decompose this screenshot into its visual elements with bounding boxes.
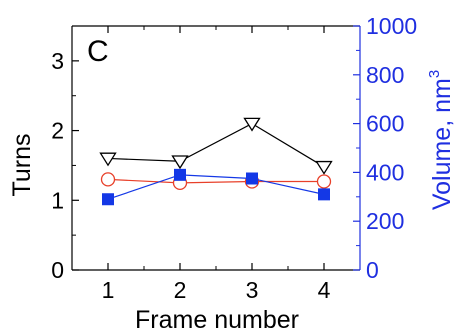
series-line-1: [107, 122, 325, 168]
data-point-triangle: [171, 155, 189, 170]
data-point-triangle: [99, 152, 117, 167]
left-y-axis-label: Turns: [8, 134, 36, 197]
right-y-tick-label: 800: [366, 62, 404, 88]
x-tick-label: 4: [318, 277, 331, 303]
x-tick-label: 1: [102, 277, 115, 303]
x-axis-label: Frame number: [135, 306, 299, 333]
left-y-tick-label: 1: [51, 187, 64, 213]
right-y-tick-label: 400: [366, 159, 404, 185]
right-y-axis-label-text: Volume, nm: [428, 78, 456, 210]
data-point-square: [246, 172, 258, 185]
left-y-tick-label: 2: [51, 118, 64, 144]
data-point-square: [174, 168, 186, 181]
right-y-axis-label: Volume, nm3: [426, 70, 456, 210]
right-y-tick-label: 0: [366, 257, 379, 283]
data-point-circle: [100, 172, 116, 187]
data-point-triangle: [315, 160, 333, 175]
right-y-tick-label: 600: [366, 111, 404, 137]
series-line-3: [107, 174, 325, 200]
data-point-triangle: [243, 117, 261, 132]
left-y-tick-label: 0: [51, 257, 64, 283]
x-tick-label: 2: [174, 277, 187, 303]
right-y-axis-label-superscript: 3: [426, 70, 443, 78]
left-y-tick-label: 3: [51, 48, 64, 74]
right-y-tick-label: 200: [366, 208, 404, 234]
panel-label: C: [87, 35, 109, 68]
data-point-square: [102, 193, 114, 206]
data-point-square: [318, 188, 330, 201]
x-tick-label: 3: [246, 277, 259, 303]
right-y-tick-label: 1000: [366, 13, 417, 39]
data-point-circle: [316, 174, 332, 189]
series-line-2: [107, 178, 324, 184]
